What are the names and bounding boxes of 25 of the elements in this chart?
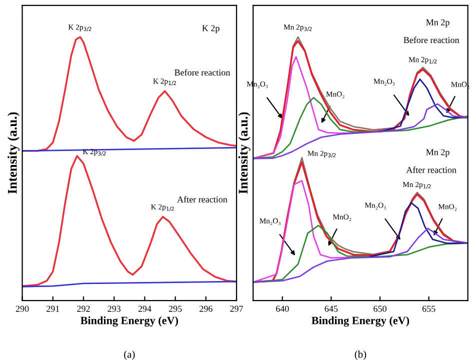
annotation: Mn 2p bbox=[426, 149, 450, 158]
annotation: Before reaction bbox=[404, 36, 460, 44]
text: Mn 2p bbox=[426, 19, 450, 28]
text: (a) bbox=[124, 350, 135, 360]
x-tick-label: 645 bbox=[324, 306, 338, 312]
text: (b) bbox=[354, 350, 366, 360]
text: K 2p bbox=[202, 25, 220, 34]
x-tick-label: 295 bbox=[168, 306, 182, 312]
x-tick-label: 655 bbox=[422, 306, 436, 312]
x-tick-label: 650 bbox=[374, 306, 386, 312]
x-axis-title: Binding Energy (eV) bbox=[312, 316, 410, 327]
y-axis-title: Intensity (a.u.) bbox=[7, 112, 20, 194]
annotation: After reaction bbox=[406, 166, 456, 173]
x-tick-label: 640 bbox=[276, 306, 289, 312]
x-tick-label: 297 bbox=[230, 306, 244, 312]
annotation: After reaction bbox=[177, 196, 228, 202]
x-axis-title: Binding Energy (eV) bbox=[80, 316, 178, 327]
x-tick-label: 290 bbox=[16, 306, 29, 312]
x-tick-label: 291 bbox=[46, 306, 60, 312]
y-axis-title: Intensity (a.u.) bbox=[238, 112, 250, 194]
x-tick-label: 294 bbox=[138, 306, 152, 312]
x-tick-label: 296 bbox=[200, 306, 212, 312]
x-tick-label: 292 bbox=[77, 306, 90, 312]
annotation: Before reaction bbox=[174, 69, 230, 76]
x-tick-label: 293 bbox=[108, 306, 121, 312]
